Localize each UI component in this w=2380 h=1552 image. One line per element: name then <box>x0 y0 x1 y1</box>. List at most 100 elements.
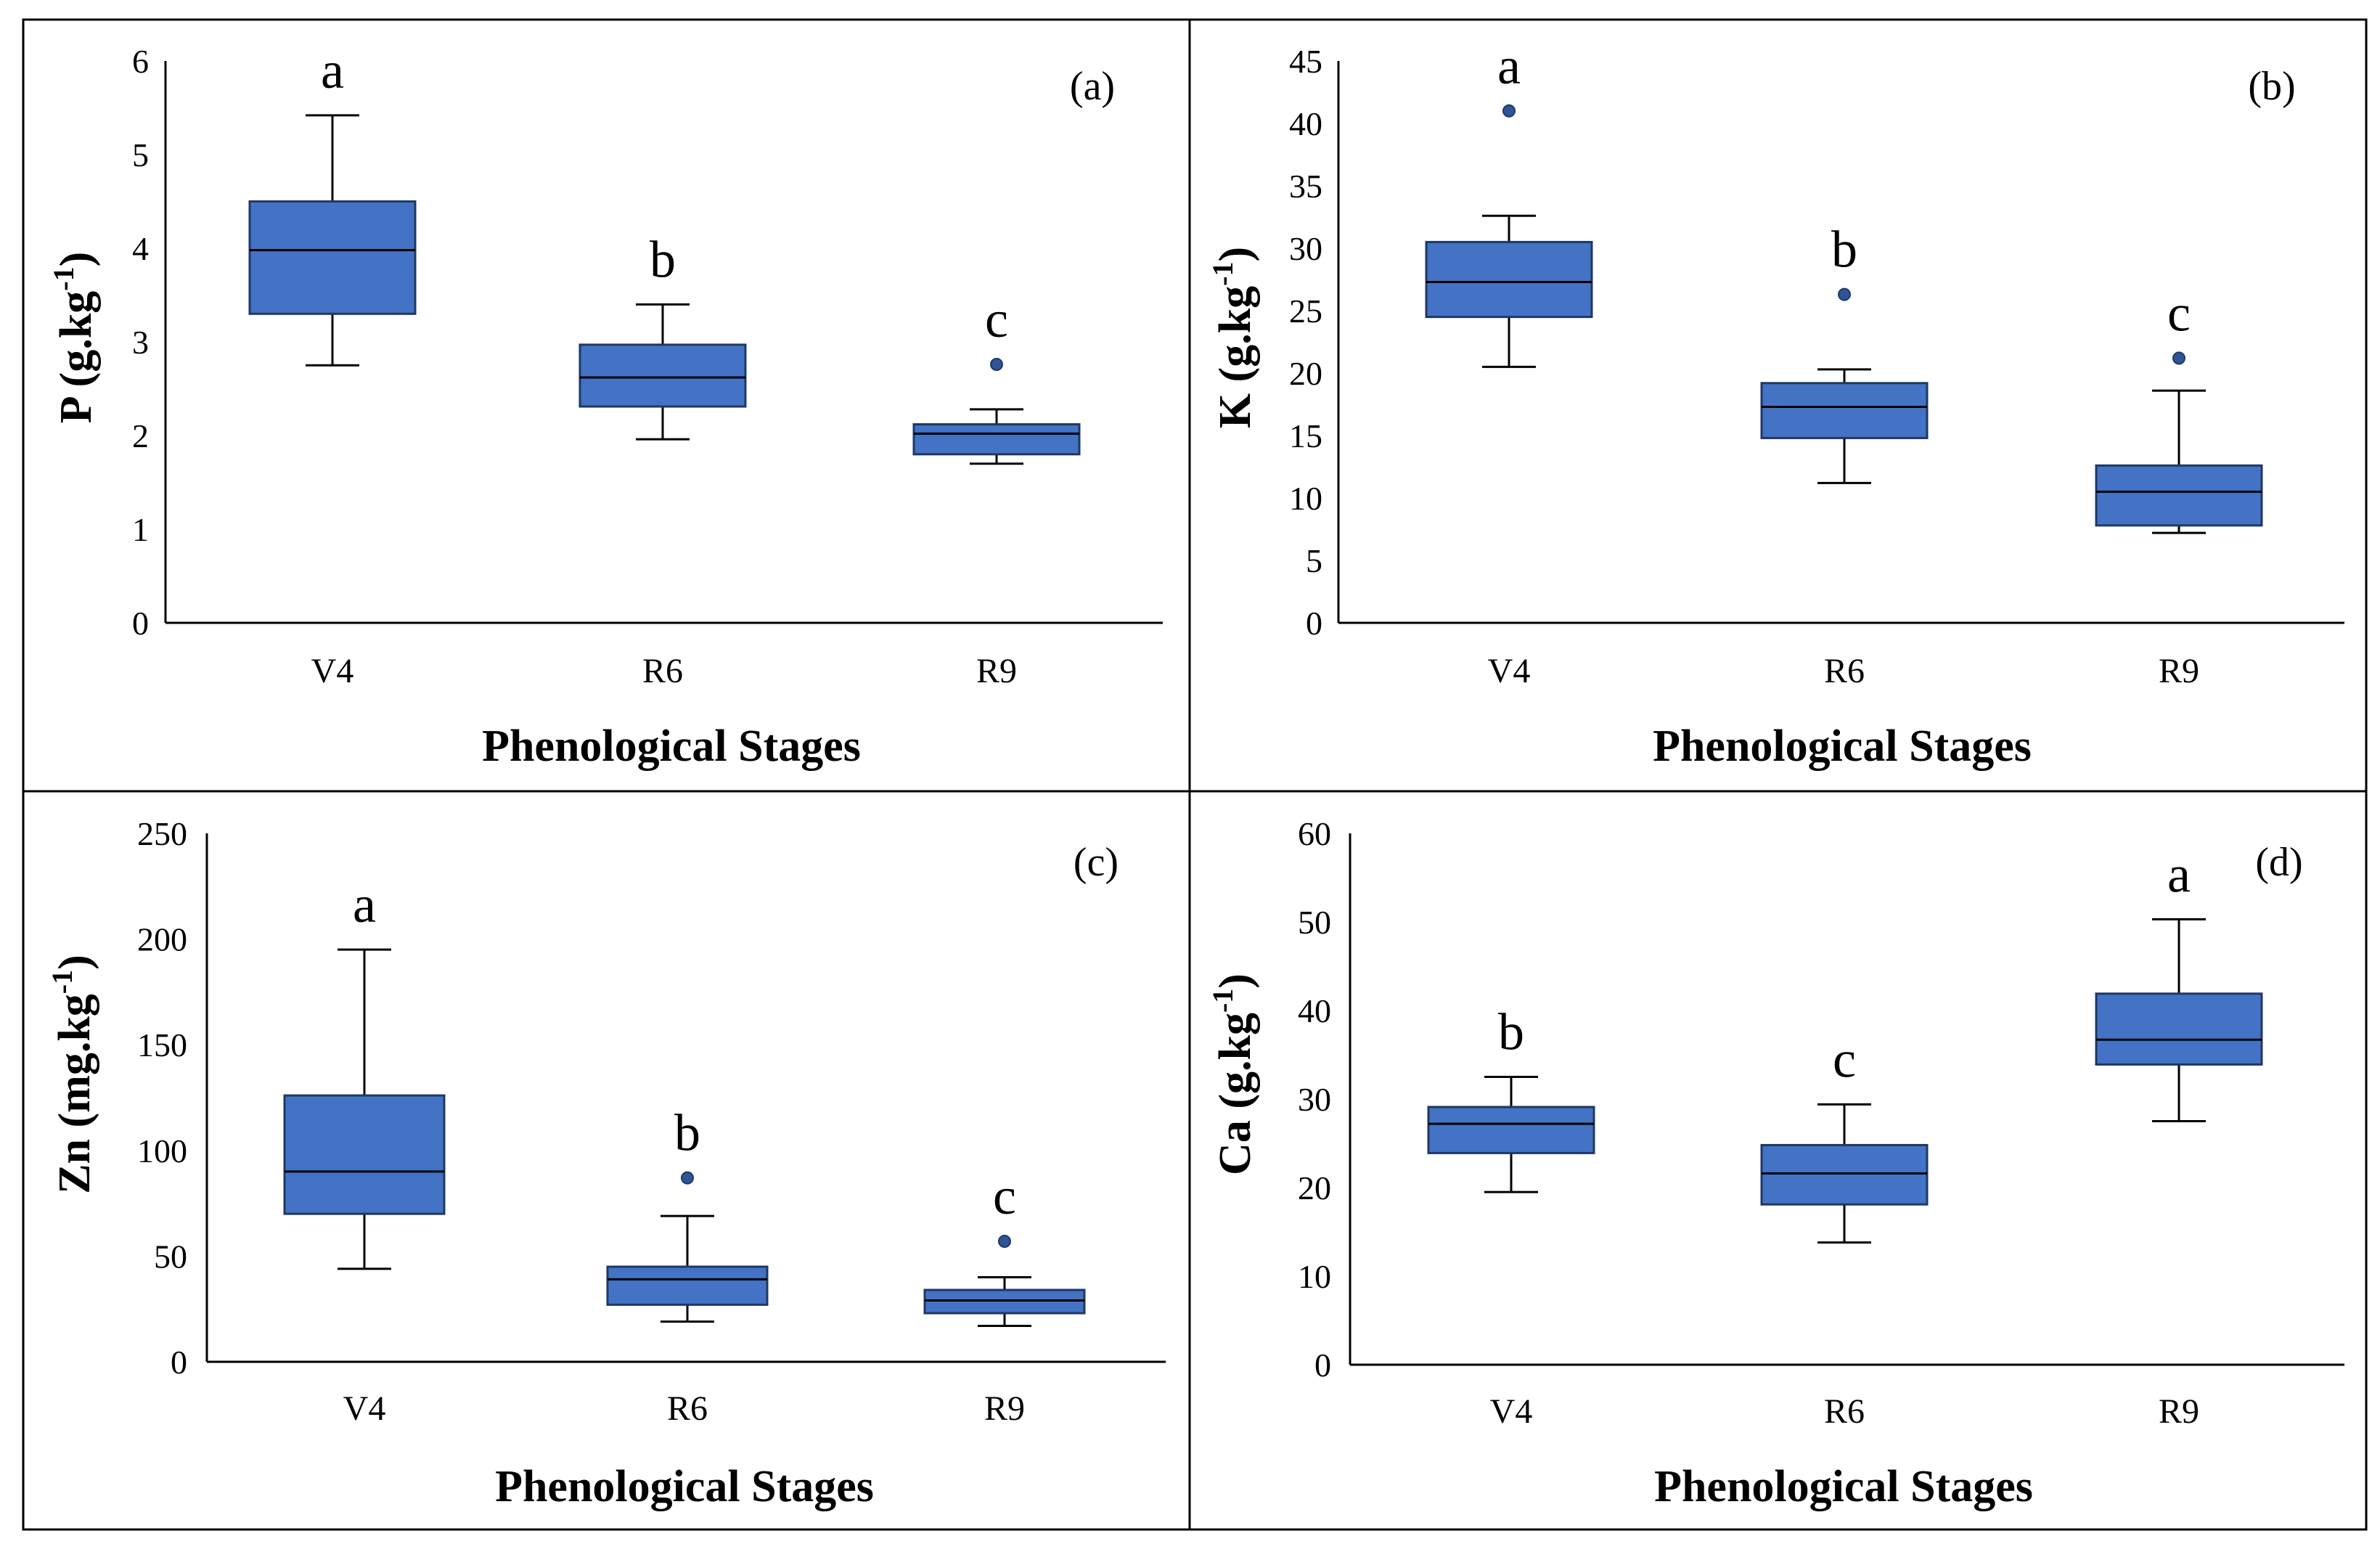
panel-a-xtick: V4 <box>311 652 354 690</box>
iqr-box <box>606 1265 769 1306</box>
panel-c-box-r9: c <box>923 1167 1086 1327</box>
panel-b-ylabel-main: K (g.kg <box>1211 286 1260 428</box>
panel-a-ytick: 5 <box>132 136 149 173</box>
significance-letter: b <box>674 1104 700 1162</box>
iqr-box <box>578 343 747 408</box>
panel-b-xtick: R9 <box>2159 652 2199 690</box>
panel-d-plot: 0 10 20 30 40 50 60 V4 R6 R9 b c a <box>1298 815 2344 1431</box>
panel-a-ylabel-close: ) <box>52 252 101 267</box>
panel-a-ytick: 4 <box>132 230 149 267</box>
outlier-point <box>1838 287 1851 301</box>
panel-c-ytick: 100 <box>137 1132 187 1169</box>
panel-c-ytick: 250 <box>137 815 187 852</box>
panel-d-xtick: V4 <box>1490 1392 1533 1431</box>
panel-d-ylabel-sup: -1 <box>1206 989 1239 1013</box>
panel-c-xtick: V4 <box>343 1389 386 1428</box>
panel-a-box-v4: a <box>248 41 417 367</box>
panel-c-ylabel-close: ) <box>50 955 99 970</box>
iqr-box <box>1760 382 1929 439</box>
panel-b-ytick: 40 <box>1289 105 1322 142</box>
outlier-point <box>1502 104 1516 118</box>
panel-d-box-r6: c <box>1760 1030 1929 1244</box>
panel-c-xtick: R9 <box>984 1389 1025 1428</box>
panel-c-label: (c) <box>1074 840 1119 885</box>
panel-b-xtick: V4 <box>1488 652 1531 690</box>
panel-d-label: (d) <box>2255 840 2302 885</box>
panel-d-ytick: 0 <box>1314 1347 1331 1384</box>
panel-b: 0 5 10 15 20 25 30 35 40 45 V4 R6 R9 a b c (b) Phenolog… <box>1206 37 2344 771</box>
panel-d-ytick: 30 <box>1298 1081 1331 1118</box>
panel-d-ylabel: Ca (g.kg-1) <box>1206 973 1260 1175</box>
significance-letter: c <box>1833 1030 1856 1088</box>
panel-b-ytick: 0 <box>1306 605 1322 642</box>
panel-a-ytick: 1 <box>132 511 149 548</box>
panel-a-box-r9: c <box>912 290 1081 465</box>
significance-letter: c <box>985 290 1008 348</box>
panel-b-xtick: R6 <box>1824 652 1865 690</box>
panel-b-box-r6: b <box>1760 221 1929 484</box>
panel-b-label: (b) <box>2248 64 2295 109</box>
panel-b-ytick: 30 <box>1289 230 1322 267</box>
panel-b-ytick: 5 <box>1306 542 1322 579</box>
significance-letter: a <box>2167 845 2191 903</box>
iqr-box <box>912 423 1081 456</box>
panel-a-xtick: R6 <box>642 652 683 690</box>
outlier-point <box>681 1171 694 1185</box>
panel-a-ytick: 6 <box>132 43 149 80</box>
panel-c-plot: 0 50 100 150 200 250 V4 R6 R9 a b c <box>137 815 1166 1428</box>
panel-c-ytick: 0 <box>171 1344 187 1381</box>
panel-a-ytick: 0 <box>132 605 149 642</box>
panel-a-ylabel-main: P (g.kg <box>52 291 101 424</box>
significance-letter: b <box>1498 1003 1524 1061</box>
panel-b-ytick: 20 <box>1289 355 1322 392</box>
panel-a-ytick: 2 <box>132 417 149 454</box>
outlier-point <box>998 1235 1011 1249</box>
panel-b-ytick: 10 <box>1289 480 1322 517</box>
panel-a: 0 1 2 3 4 5 6 V4 R6 R9 a b c (a) Phenological Stages… <box>47 41 1163 771</box>
panel-d-ytick: 60 <box>1298 815 1331 852</box>
panel-d-ytick: 10 <box>1298 1258 1331 1295</box>
panel-c-box-r6: b <box>606 1104 769 1323</box>
significance-letter: a <box>353 875 376 934</box>
panel-d-xlabel: Phenological Stages <box>1654 1462 2033 1511</box>
panel-a-label: (a) <box>1070 64 1115 109</box>
panel-d: 0 10 20 30 40 50 60 V4 R6 R9 b c a (d) Phenological … <box>1206 815 2344 1511</box>
iqr-box <box>2095 464 2263 527</box>
panel-c-ytick: 150 <box>137 1026 187 1063</box>
panel-c-box-v4: a <box>283 875 446 1270</box>
iqr-box <box>1760 1143 1929 1206</box>
significance-letter: a <box>321 41 344 99</box>
panel-a-ytick: 3 <box>132 324 149 361</box>
significance-letter: c <box>993 1167 1016 1225</box>
panel-b-box-r9: c <box>2095 284 2263 534</box>
panel-c-ylabel-main: Zn (mg.kg <box>50 994 99 1194</box>
panel-b-ytick: 25 <box>1289 293 1322 330</box>
panel-b-ylabel-close: ) <box>1211 247 1260 262</box>
panel-b-xlabel: Phenological Stages <box>1653 722 2032 771</box>
iqr-box <box>248 200 417 315</box>
panel-d-ytick: 40 <box>1298 992 1331 1029</box>
iqr-box <box>2095 992 2263 1066</box>
panel-a-xlabel: Phenological Stages <box>482 722 861 771</box>
significance-letter: c <box>2167 284 2191 342</box>
panel-c-ytick: 200 <box>137 921 187 958</box>
panel-c-ytick: 50 <box>154 1238 187 1275</box>
iqr-box <box>1425 240 1593 319</box>
panel-a-ylabel: P (g.kg-1) <box>47 252 101 424</box>
panel-d-xtick: R9 <box>2159 1392 2199 1431</box>
iqr-box <box>283 1094 446 1215</box>
panel-c: 0 50 100 150 200 250 V4 R6 R9 a b c (c) Phenologica… <box>46 815 1166 1511</box>
panel-d-ylabel-main: Ca (g.kg <box>1211 1013 1260 1175</box>
outlier-point <box>2172 351 2185 365</box>
panel-d-box-v4: b <box>1427 1003 1595 1193</box>
panel-d-ytick: 50 <box>1298 904 1331 941</box>
significance-letter: b <box>650 230 676 288</box>
panel-d-xtick: R6 <box>1824 1392 1865 1431</box>
significance-letter: a <box>1497 37 1521 95</box>
outlier-point <box>990 357 1003 371</box>
panel-c-ylabel: Zn (mg.kg-1) <box>46 955 99 1194</box>
panel-a-plot: 0 1 2 3 4 5 6 V4 R6 R9 a b c <box>132 41 1163 690</box>
panel-d-ylabel-close: ) <box>1211 973 1260 989</box>
panel-b-ylabel: K (g.kg-1) <box>1206 247 1260 428</box>
